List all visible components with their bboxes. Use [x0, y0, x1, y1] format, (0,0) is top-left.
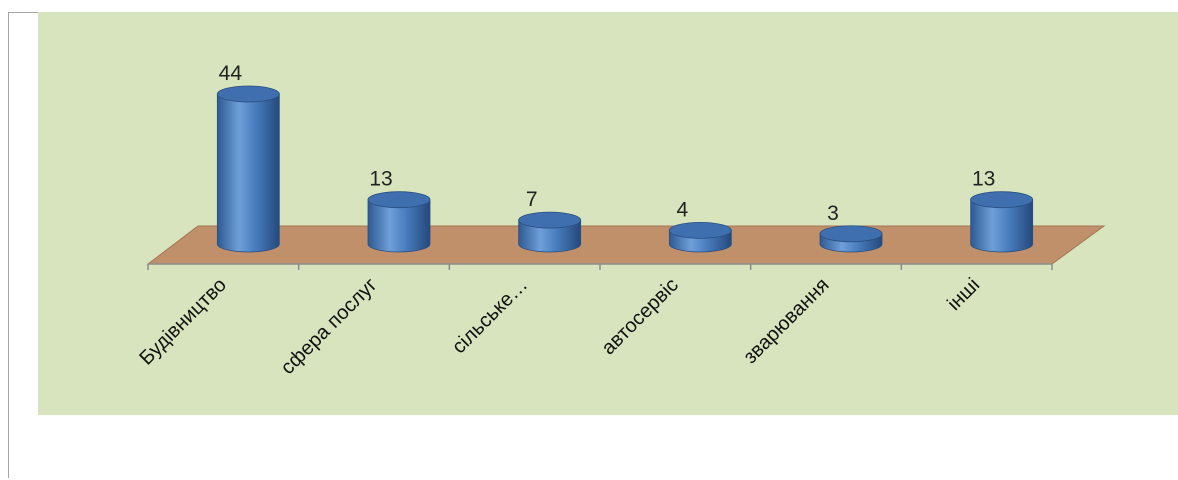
- category-label: сфера послуг: [277, 274, 382, 379]
- bar-body: [217, 94, 279, 252]
- bar-top: [217, 86, 279, 102]
- category-label: сільське…: [448, 274, 532, 358]
- bar: [669, 222, 731, 252]
- category-label: автосервіс: [598, 274, 683, 359]
- category-label: інші: [943, 274, 984, 315]
- bar: [971, 192, 1033, 252]
- bar: [368, 192, 430, 252]
- category-label: зварювання: [739, 274, 833, 368]
- bar-top: [669, 222, 731, 238]
- data-label: 7: [526, 188, 538, 211]
- bar-top: [519, 212, 581, 228]
- data-label: 4: [676, 198, 688, 221]
- bar: [820, 226, 882, 252]
- category-label: Будівництво: [135, 274, 231, 370]
- data-label: 44: [219, 62, 243, 85]
- bar-top: [971, 192, 1033, 208]
- bar: [519, 212, 581, 252]
- data-label: 3: [827, 202, 839, 225]
- bar-top: [820, 226, 882, 242]
- data-label: 13: [369, 168, 392, 191]
- data-label: 13: [972, 168, 995, 191]
- x-axis: [148, 264, 1052, 270]
- bar: [217, 86, 279, 252]
- data-labels: 44 13 7 4 3 13: [219, 62, 996, 225]
- category-labels: Будівництво сфера послуг сільське… автосерв…: [135, 274, 984, 379]
- bar-top: [368, 192, 430, 208]
- chart-floor: [148, 226, 1104, 264]
